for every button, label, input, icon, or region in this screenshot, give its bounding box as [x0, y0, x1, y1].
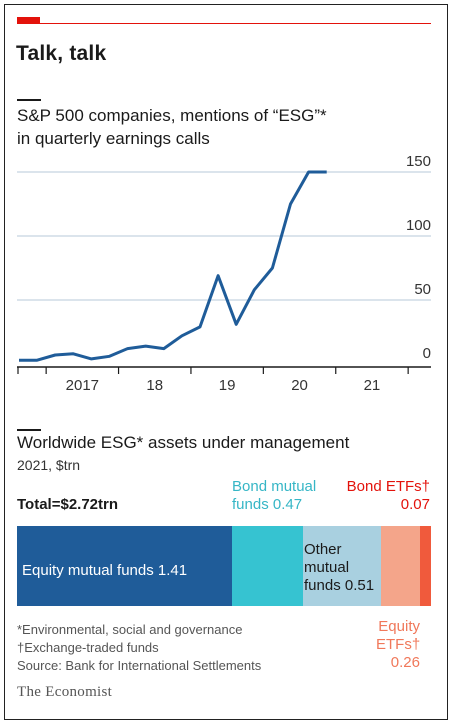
line-chart-title-line2: in quarterly earnings calls — [17, 129, 210, 148]
x-tick-label: 20 — [291, 377, 308, 394]
section-rule — [17, 429, 41, 431]
total-label: Total=$2.72trn — [17, 496, 119, 513]
section-rule — [17, 99, 41, 101]
label-bond-etfs-line1: Bond ETFs† — [346, 478, 430, 495]
label-equity-etfs-line1: Equity — [378, 618, 420, 635]
footnote-etf: †Exchange-traded funds — [17, 640, 159, 655]
x-tick-label: 19 — [219, 377, 236, 394]
bar-segment-other-mutual — [303, 526, 381, 606]
y-tick-label: 150 — [406, 153, 431, 170]
bar-segment-equity-mutual — [17, 526, 232, 606]
label-bond-mutual: Bond mutual funds 0.47 — [232, 478, 316, 514]
y-tick-label: 0 — [423, 345, 431, 362]
source-note: Source: Bank for International Settlemen… — [17, 658, 262, 673]
y-tick-label: 50 — [414, 281, 431, 298]
top-rule — [17, 23, 431, 24]
page-title: Talk, talk — [16, 42, 107, 65]
footnote-esg: *Environmental, social and governance — [17, 622, 243, 637]
brand-tag — [17, 17, 40, 24]
series-line — [19, 170, 327, 362]
economist-logo: The Economist — [17, 684, 113, 700]
x-tick-label: 18 — [146, 377, 163, 394]
label-other-mutual: Other mutual funds 0.51 — [304, 541, 374, 595]
label-bond-etfs-line2: 0.07 — [400, 496, 430, 513]
label-other-mutual-line3: funds 0.51 — [304, 577, 375, 594]
bar-segment-bond-etfs — [420, 526, 431, 606]
label-other-mutual-line2: mutual — [304, 559, 350, 576]
y-tick-label: 100 — [406, 217, 431, 234]
bar-chart-subtitle: 2021, $trn — [17, 457, 81, 473]
bar-chart-title: Worldwide ESG* assets under management — [17, 433, 350, 452]
label-bond-mutual-line2: funds 0.47 — [232, 496, 303, 513]
line-chart: 150 100 50 0 2017 18 19 20 21 — [17, 153, 431, 394]
label-equity-etfs-line2: ETFs† — [376, 636, 421, 653]
label-other-mutual-line1: Other — [304, 541, 342, 558]
label-bond-mutual-line1: Bond mutual — [232, 478, 317, 495]
line-chart-title-line1: S&P 500 companies, mentions of “ESG”* — [17, 106, 327, 125]
label-equity-etfs: Equity ETFs† 0.26 — [376, 618, 420, 672]
x-tick-label: 21 — [364, 377, 381, 394]
x-tick-label: 2017 — [66, 377, 99, 394]
bar-segment-equity-etfs — [380, 526, 421, 606]
label-equity-mutual: Equity mutual funds 1.41 — [22, 562, 188, 579]
label-bond-etfs: Bond ETFs† 0.07 — [346, 478, 430, 514]
bar-segment-bond-mutual — [231, 526, 304, 606]
label-equity-etfs-line3: 0.26 — [390, 654, 420, 671]
line-chart-title: S&P 500 companies, mentions of “ESG”* in… — [17, 104, 377, 150]
